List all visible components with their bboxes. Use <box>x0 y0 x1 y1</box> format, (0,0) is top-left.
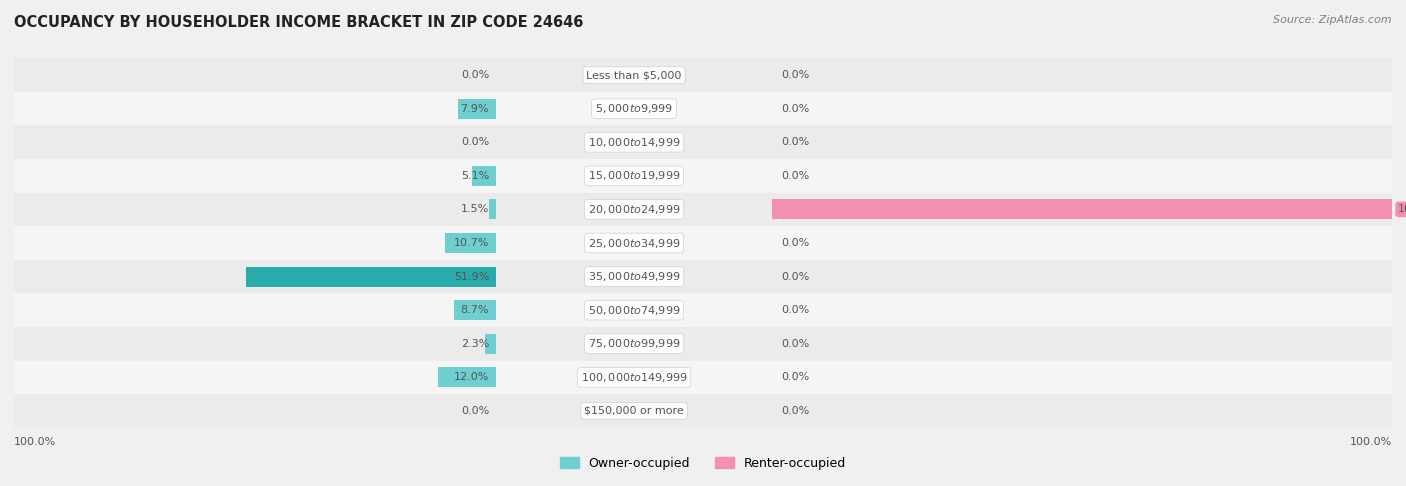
Bar <box>439 367 496 387</box>
Bar <box>14 159 496 192</box>
Bar <box>454 300 496 320</box>
Bar <box>485 334 496 354</box>
Bar <box>772 125 1392 159</box>
Bar <box>458 99 496 119</box>
Text: 5.1%: 5.1% <box>461 171 489 181</box>
Bar <box>772 260 1392 294</box>
Text: $10,000 to $14,999: $10,000 to $14,999 <box>588 136 681 149</box>
Text: $100,000 to $149,999: $100,000 to $149,999 <box>581 371 688 384</box>
Bar <box>772 226 1392 260</box>
Bar <box>496 92 772 125</box>
Bar <box>444 233 496 253</box>
Text: 100.0%: 100.0% <box>1398 205 1406 214</box>
Bar <box>246 266 496 287</box>
Bar <box>14 294 496 327</box>
Text: 100.0%: 100.0% <box>14 437 56 448</box>
Bar <box>772 361 1392 394</box>
Bar <box>14 192 496 226</box>
Bar <box>772 199 1392 220</box>
Text: 0.0%: 0.0% <box>461 70 489 80</box>
Text: $5,000 to $9,999: $5,000 to $9,999 <box>595 102 673 115</box>
Bar <box>14 394 496 428</box>
Legend: Owner-occupied, Renter-occupied: Owner-occupied, Renter-occupied <box>555 452 851 475</box>
Bar <box>496 192 772 226</box>
Bar <box>496 394 772 428</box>
Bar <box>772 327 1392 361</box>
Bar <box>14 260 496 294</box>
Bar <box>772 294 1392 327</box>
Text: 0.0%: 0.0% <box>461 406 489 416</box>
Text: 10.7%: 10.7% <box>454 238 489 248</box>
Text: 7.9%: 7.9% <box>461 104 489 114</box>
Text: 0.0%: 0.0% <box>782 272 810 281</box>
Text: 0.0%: 0.0% <box>782 406 810 416</box>
Text: $50,000 to $74,999: $50,000 to $74,999 <box>588 304 681 317</box>
Text: 0.0%: 0.0% <box>461 137 489 147</box>
Text: 0.0%: 0.0% <box>782 305 810 315</box>
Text: $75,000 to $99,999: $75,000 to $99,999 <box>588 337 681 350</box>
Text: Less than $5,000: Less than $5,000 <box>586 70 682 80</box>
Text: Source: ZipAtlas.com: Source: ZipAtlas.com <box>1274 15 1392 25</box>
Text: $35,000 to $49,999: $35,000 to $49,999 <box>588 270 681 283</box>
Bar <box>496 327 772 361</box>
Text: 0.0%: 0.0% <box>782 372 810 382</box>
Text: 1.5%: 1.5% <box>461 205 489 214</box>
Text: $25,000 to $34,999: $25,000 to $34,999 <box>588 237 681 249</box>
Text: $150,000 or more: $150,000 or more <box>585 406 683 416</box>
Text: 0.0%: 0.0% <box>782 171 810 181</box>
Text: 2.3%: 2.3% <box>461 339 489 349</box>
Bar <box>772 192 1392 226</box>
Text: 0.0%: 0.0% <box>782 70 810 80</box>
Bar <box>496 294 772 327</box>
Bar <box>14 125 496 159</box>
Bar <box>489 199 496 220</box>
Text: 0.0%: 0.0% <box>782 137 810 147</box>
Text: 8.7%: 8.7% <box>461 305 489 315</box>
Bar <box>14 226 496 260</box>
Bar <box>14 58 496 92</box>
Bar <box>472 166 496 186</box>
Bar <box>772 394 1392 428</box>
Text: $20,000 to $24,999: $20,000 to $24,999 <box>588 203 681 216</box>
Text: 100.0%: 100.0% <box>1350 437 1392 448</box>
Text: 0.0%: 0.0% <box>782 339 810 349</box>
Text: 51.9%: 51.9% <box>454 272 489 281</box>
Text: 0.0%: 0.0% <box>782 104 810 114</box>
Text: 0.0%: 0.0% <box>782 238 810 248</box>
Bar <box>496 125 772 159</box>
Text: OCCUPANCY BY HOUSEHOLDER INCOME BRACKET IN ZIP CODE 24646: OCCUPANCY BY HOUSEHOLDER INCOME BRACKET … <box>14 15 583 30</box>
Text: $15,000 to $19,999: $15,000 to $19,999 <box>588 169 681 182</box>
Bar <box>496 361 772 394</box>
Bar <box>496 159 772 192</box>
Bar <box>772 92 1392 125</box>
Bar <box>14 92 496 125</box>
Text: 12.0%: 12.0% <box>454 372 489 382</box>
Bar <box>772 58 1392 92</box>
Bar <box>496 260 772 294</box>
Bar <box>14 361 496 394</box>
Bar <box>496 58 772 92</box>
Bar <box>496 226 772 260</box>
Bar <box>14 327 496 361</box>
Bar <box>772 159 1392 192</box>
